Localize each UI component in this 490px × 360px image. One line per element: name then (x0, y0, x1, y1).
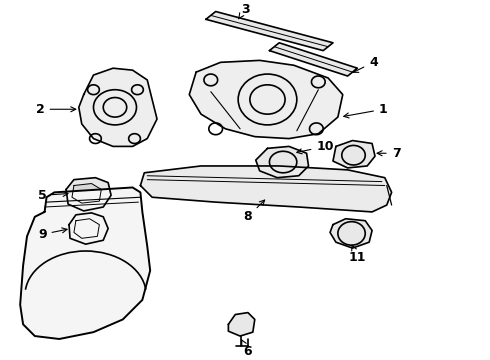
Polygon shape (66, 178, 111, 211)
Text: 5: 5 (38, 189, 68, 202)
Text: 7: 7 (377, 147, 400, 160)
Polygon shape (69, 213, 108, 244)
Polygon shape (74, 219, 99, 238)
Polygon shape (206, 12, 333, 51)
Polygon shape (333, 140, 375, 168)
Polygon shape (79, 68, 157, 147)
Text: 3: 3 (239, 3, 249, 19)
Text: 11: 11 (349, 245, 366, 264)
Polygon shape (189, 60, 343, 139)
Text: 8: 8 (244, 200, 265, 223)
Text: 10: 10 (297, 140, 334, 154)
Text: 1: 1 (344, 103, 388, 118)
Polygon shape (228, 312, 255, 336)
Text: 4: 4 (353, 56, 378, 72)
Polygon shape (330, 219, 372, 248)
Polygon shape (72, 184, 101, 203)
Text: 2: 2 (36, 103, 76, 116)
Polygon shape (270, 43, 357, 76)
Polygon shape (20, 188, 150, 339)
Text: 6: 6 (242, 340, 252, 358)
Polygon shape (141, 166, 392, 212)
Polygon shape (256, 147, 309, 178)
Text: 9: 9 (38, 228, 67, 241)
